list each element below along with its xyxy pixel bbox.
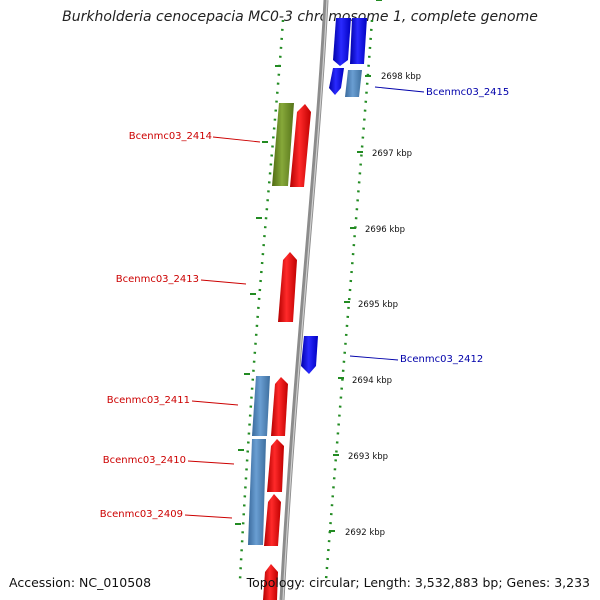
scale-ticks: 2698 kbp 2697 kbp 2696 kbp 2695 kbp 2694… [345,72,421,538]
scale-tick-label: 2692 kbp [345,528,385,538]
map-title: Burkholderia cenocepacia MC0-3 chromosom… [62,9,538,25]
gene-labels: Bcenmc03_2415 Bcenmc03_2414 Bcenmc03_241… [100,86,509,520]
genome-backbone [279,0,329,600]
gene-label-bcenmc03-2415[interactable]: Bcenmc03_2415 [426,87,509,98]
gene-bcenmc03-2410[interactable] [248,439,284,545]
gene-bcenmc03-2414[interactable] [272,103,311,187]
gene-bcenmc03-2413[interactable] [278,252,297,322]
gene-label-bcenmc03-2409[interactable]: Bcenmc03_2409 [100,509,183,520]
gene-label-bcenmc03-2413[interactable]: Bcenmc03_2413 [116,274,199,285]
scale-tick-label: 2694 kbp [352,376,392,386]
ring-tick-marks [235,0,382,532]
gene-bcenmc03-2412[interactable] [301,336,318,374]
inner-dotted-ring [238,19,285,581]
accession-label: Accession: NC_010508 [9,575,152,590]
gene-label-bcenmc03-2411[interactable]: Bcenmc03_2411 [107,395,190,406]
gene-label-bcenmc03-2412[interactable]: Bcenmc03_2412 [400,354,483,365]
gene-bcenmc03-2409[interactable] [264,494,281,546]
scale-tick-label: 2696 kbp [365,225,405,235]
scale-tick-label: 2693 kbp [348,452,388,462]
scale-tick-label: 2695 kbp [358,300,398,310]
gene-bcenmc03-2415[interactable] [329,68,362,97]
gene-bcenmc03-2415-top[interactable] [333,18,367,66]
scale-tick-label: 2697 kbp [372,149,412,159]
gene-label-bcenmc03-2410[interactable]: Bcenmc03_2410 [103,455,186,466]
gene-label-bcenmc03-2414[interactable]: Bcenmc03_2414 [129,131,212,142]
genome-summary: Topology: circular; Length: 3,532,883 bp… [246,575,590,590]
outer-dotted-ring [324,19,374,581]
gene-bottom-partial[interactable] [263,564,278,600]
scale-tick-label: 2698 kbp [381,72,421,82]
gene-bcenmc03-2411[interactable] [252,376,288,436]
